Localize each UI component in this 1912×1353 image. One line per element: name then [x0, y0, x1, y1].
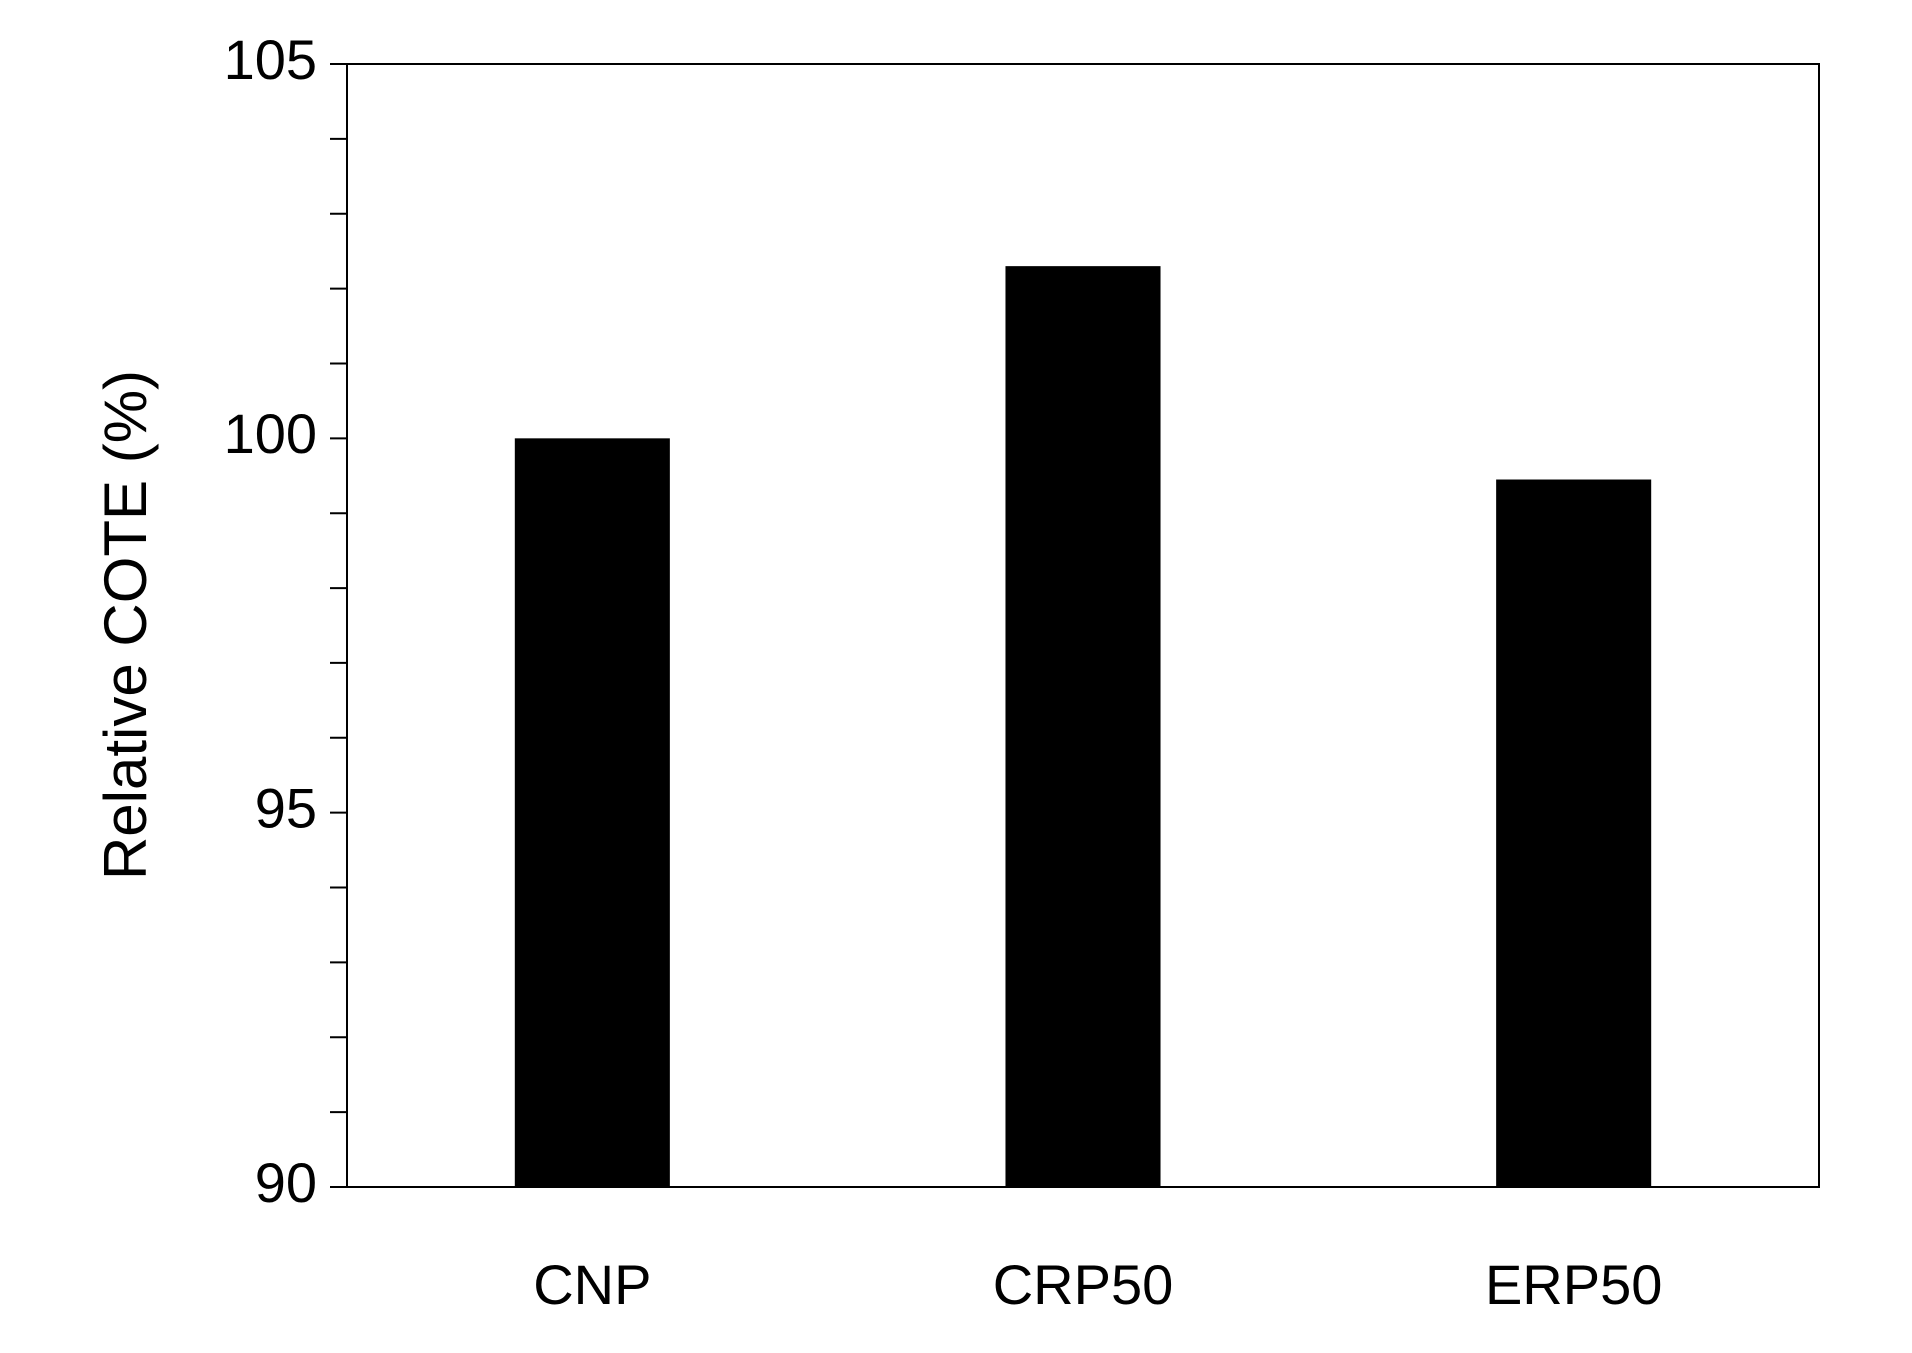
x-tick-label: CNP [533, 1253, 651, 1316]
bar [514, 438, 670, 1187]
bar [1496, 479, 1652, 1187]
y-tick-label: 90 [255, 1151, 317, 1214]
y-tick-label: 105 [224, 28, 317, 91]
y-axis-label: Relative COTE (%) [92, 370, 159, 880]
bar [1005, 266, 1161, 1187]
y-tick-label: 95 [255, 776, 317, 839]
x-tick-label: ERP50 [1485, 1253, 1662, 1316]
x-tick-label: CRP50 [993, 1253, 1174, 1316]
y-tick-label: 100 [224, 402, 317, 465]
